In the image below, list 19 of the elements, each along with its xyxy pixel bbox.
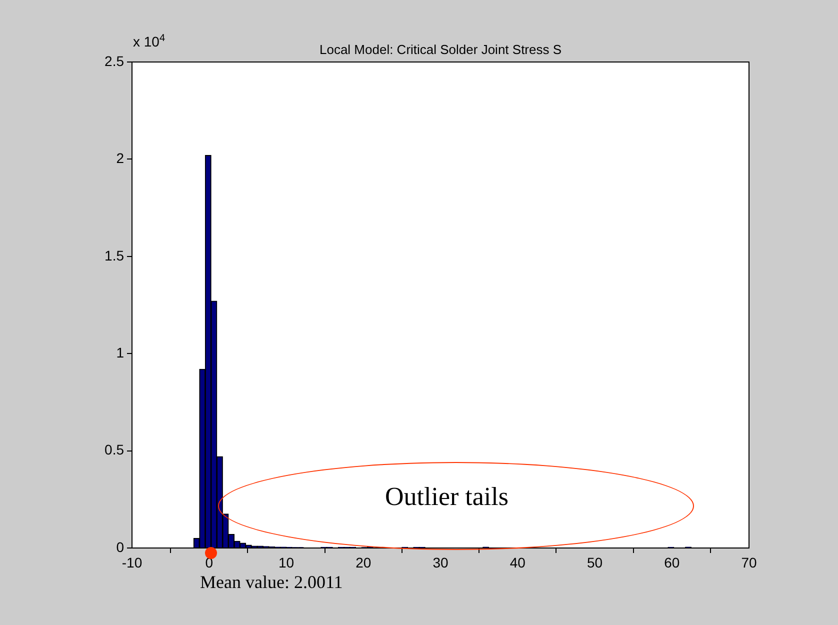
x-tick-label: 30 <box>432 554 448 570</box>
x-tick-label: 50 <box>586 554 603 570</box>
y-tick-label: 2 <box>116 150 124 166</box>
x-tick-label: 20 <box>356 554 372 570</box>
y-tick-label: 2.5 <box>104 52 124 69</box>
y-tick-label: 1.5 <box>104 247 124 264</box>
annotation: Outlier tails <box>385 482 508 512</box>
x-tick-label: -10 <box>122 554 142 570</box>
x-tick-label: 70 <box>741 554 757 570</box>
y-tick-label: 0.5 <box>104 442 124 458</box>
x-tick-label: 0 <box>205 554 214 570</box>
chart-title: Local Model: Critical Solder Joint Stress S <box>319 42 562 57</box>
x-tick-label: 10 <box>278 554 294 570</box>
text: x 10$^{4}$ <box>133 33 166 50</box>
x-tick-label: 60 <box>664 554 680 570</box>
y-tick-label: 0 <box>116 538 124 555</box>
text: Mean value: 2.0011 <box>200 572 343 593</box>
x-tick-label: 40 <box>510 554 526 570</box>
y-tick-label: 1 <box>116 344 124 360</box>
